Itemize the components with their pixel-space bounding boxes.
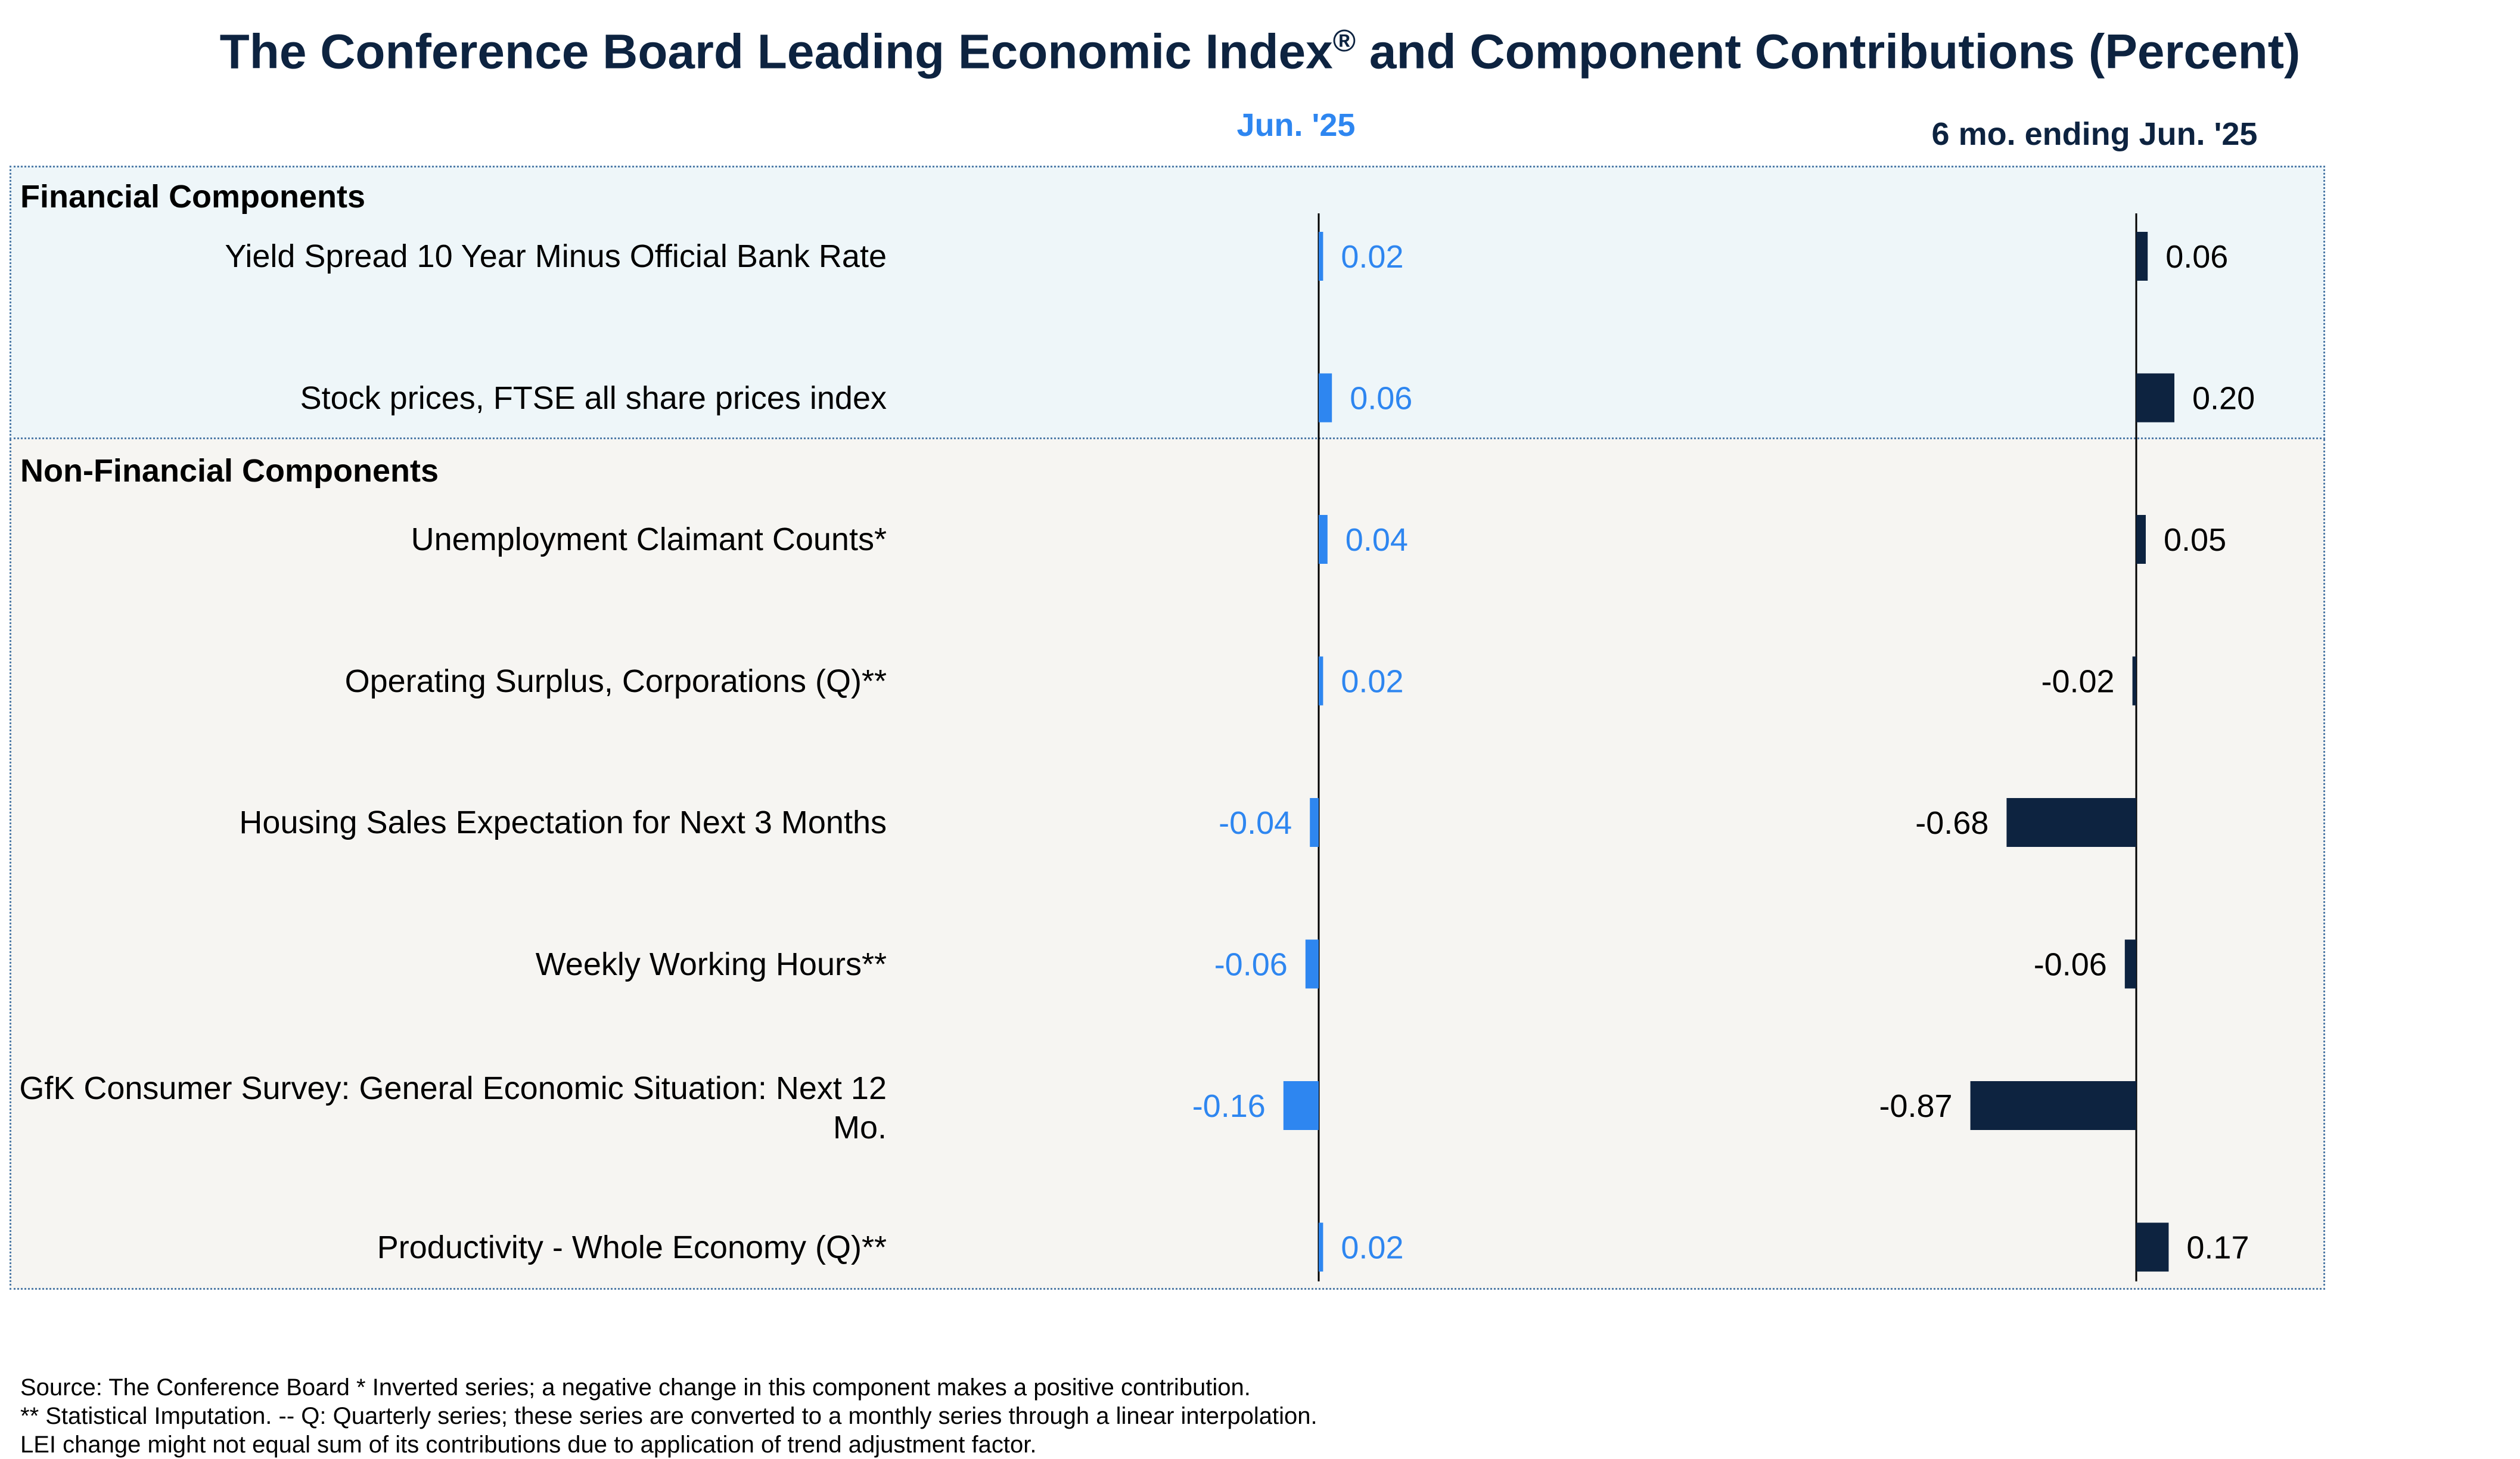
bar-series-1 <box>1319 1222 1323 1272</box>
data-label-series-1: -0.06 <box>1214 947 1288 983</box>
category-label: Unemployment Claimant Counts* <box>411 521 887 557</box>
data-label-series-2: 0.20 <box>2192 381 2255 417</box>
non-financial-section-title: Non-Financial Components <box>20 453 439 489</box>
category-label: Productivity - Whole Economy (Q)** <box>377 1229 887 1265</box>
chart-title: The Conference Board Leading Economic In… <box>0 8 2520 85</box>
chart-title-text: The Conference Board Leading Economic In… <box>219 24 1333 79</box>
footnote-trend-adjustment: LEI change might not equal sum of its co… <box>20 1432 1037 1458</box>
bar-series-1 <box>1305 939 1319 989</box>
data-label-series-1: 0.02 <box>1341 664 1403 700</box>
financial-section-title: Financial Components <box>20 179 366 215</box>
column-header-six-month: 6 mo. ending Jun. '25 <box>1931 116 2258 152</box>
category-label: Yield Spread 10 Year Minus Official Bank… <box>225 238 887 274</box>
category-label: Operating Surplus, Corporations (Q)** <box>344 663 887 699</box>
bar-series-2 <box>2006 798 2136 847</box>
footnote-imputation: ** Statistical Imputation. -- Q: Quarter… <box>20 1403 1318 1429</box>
data-label-series-1: 0.04 <box>1346 522 1408 558</box>
data-label-series-2: 0.05 <box>2164 522 2226 558</box>
data-label-series-2: -0.87 <box>1879 1088 1953 1124</box>
data-label-series-2: 0.17 <box>2186 1230 2249 1266</box>
bar-series-1 <box>1319 373 1332 423</box>
bar-series-1 <box>1310 798 1319 847</box>
category-label: Stock prices, FTSE all share prices inde… <box>300 380 887 416</box>
data-label-series-2: 0.06 <box>2165 239 2228 275</box>
category-label: Weekly Working Hours** <box>535 946 887 982</box>
bar-series-2 <box>2124 939 2136 989</box>
non-financial-section-panel <box>10 439 2325 1290</box>
financial-section-panel <box>10 166 2325 439</box>
data-label-series-1: 0.02 <box>1341 1230 1403 1266</box>
bar-series-2 <box>2136 373 2174 423</box>
bar-series-2 <box>2136 515 2146 564</box>
bar-series-2 <box>1970 1081 2136 1130</box>
chart-title-suffix: and Component Contributions (Percent) <box>1356 24 2301 79</box>
footnote-source: Source: The Conference Board * Inverted … <box>20 1374 1251 1401</box>
data-label-series-1: -0.04 <box>1219 805 1292 841</box>
bar-series-2 <box>2136 1222 2169 1272</box>
data-label-series-1: 0.06 <box>1350 381 1412 417</box>
data-label-series-1: -0.16 <box>1192 1088 1266 1124</box>
bar-series-1 <box>1319 232 1323 281</box>
bar-series-2 <box>2136 232 2148 281</box>
column-header-month: Jun. '25 <box>1236 107 1356 143</box>
bar-series-1 <box>1319 515 1328 564</box>
bar-series-2 <box>2132 656 2136 706</box>
registered-mark: ® <box>1332 24 1356 58</box>
category-label: Housing Sales Expectation for Next 3 Mon… <box>239 805 887 840</box>
bar-series-1 <box>1319 656 1323 706</box>
data-label-series-1: 0.02 <box>1341 239 1403 275</box>
bar-series-1 <box>1283 1081 1319 1130</box>
data-label-series-2: -0.06 <box>2034 947 2107 983</box>
data-label-series-2: -0.68 <box>1915 805 1988 841</box>
category-label: GfK Consumer Survey: General Economic Si… <box>19 1070 887 1146</box>
data-label-series-2: -0.02 <box>2042 664 2115 700</box>
